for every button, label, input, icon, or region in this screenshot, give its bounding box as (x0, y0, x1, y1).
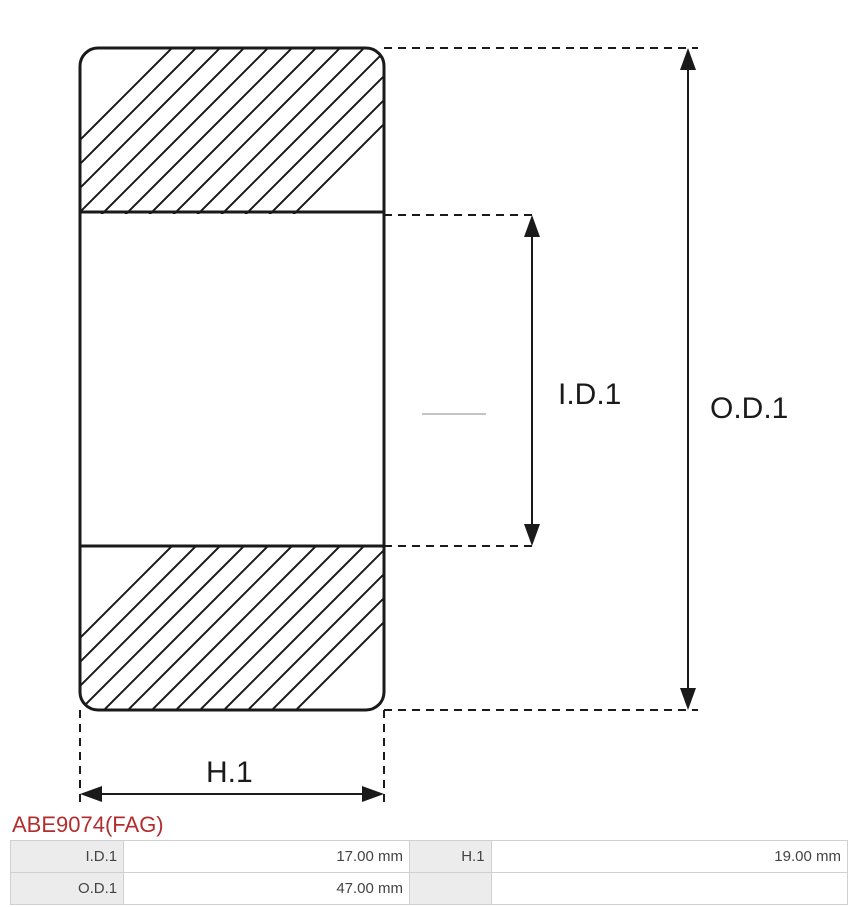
table-row: O.D.1 47.00 mm (11, 873, 848, 905)
diagram-svg: O.D.1 I.D.1 H.1 (10, 8, 790, 808)
part-title: ABE9074(FAG) (12, 812, 164, 838)
label-od1: O.D.1 (710, 392, 788, 425)
cell-label (410, 873, 492, 905)
label-h1: H.1 (206, 756, 253, 789)
label-id1: I.D.1 (558, 378, 621, 411)
spec-table: I.D.1 17.00 mm H.1 19.00 mm O.D.1 47.00 … (10, 840, 848, 905)
cell-value: 17.00 mm (124, 841, 410, 873)
cell-value: 47.00 mm (124, 873, 410, 905)
cell-label: O.D.1 (11, 873, 124, 905)
cell-value (491, 873, 847, 905)
cell-label: I.D.1 (11, 841, 124, 873)
cell-value: 19.00 mm (491, 841, 847, 873)
bearing-section-diagram: O.D.1 I.D.1 H.1 (10, 8, 838, 808)
table-row: I.D.1 17.00 mm H.1 19.00 mm (11, 841, 848, 873)
cell-label: H.1 (410, 841, 492, 873)
